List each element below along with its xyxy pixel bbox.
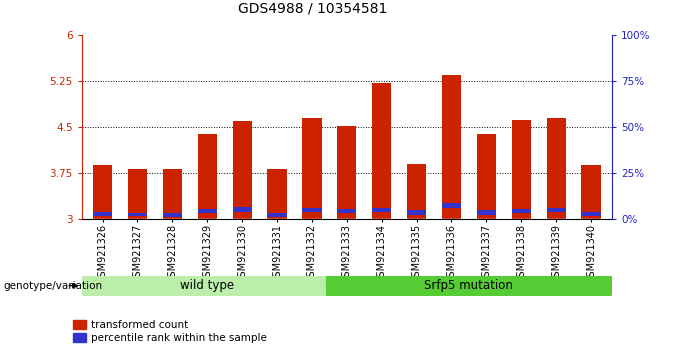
Bar [233, 207, 252, 211]
Bar [547, 118, 566, 219]
FancyBboxPatch shape [326, 275, 612, 297]
Bar [233, 121, 252, 219]
Text: wild type: wild type [180, 279, 235, 292]
Bar [511, 209, 531, 213]
Bar [163, 213, 182, 217]
Bar [337, 126, 356, 219]
FancyBboxPatch shape [82, 275, 333, 297]
Text: genotype/variation: genotype/variation [3, 281, 103, 291]
Legend: transformed count, percentile rank within the sample: transformed count, percentile rank withi… [73, 320, 267, 343]
Bar [477, 210, 496, 215]
Bar [128, 169, 147, 219]
Bar [198, 133, 217, 219]
Bar [581, 211, 600, 216]
Bar [267, 169, 286, 219]
Text: Srfp5 mutation: Srfp5 mutation [424, 279, 513, 292]
Bar [581, 165, 600, 219]
Bar [547, 208, 566, 212]
Bar [198, 209, 217, 213]
Bar [267, 213, 286, 217]
Bar [128, 213, 147, 216]
Bar [477, 133, 496, 219]
Bar [407, 210, 426, 215]
Bar [303, 118, 322, 219]
Bar [372, 83, 391, 219]
Bar [93, 212, 112, 216]
Bar [163, 169, 182, 219]
Bar [442, 75, 461, 219]
Bar [442, 203, 461, 209]
Bar [337, 209, 356, 213]
Bar [407, 164, 426, 219]
Text: GDS4988 / 10354581: GDS4988 / 10354581 [238, 2, 388, 16]
Bar [303, 208, 322, 212]
Bar [93, 165, 112, 219]
Bar [511, 120, 531, 219]
Bar [372, 208, 391, 212]
